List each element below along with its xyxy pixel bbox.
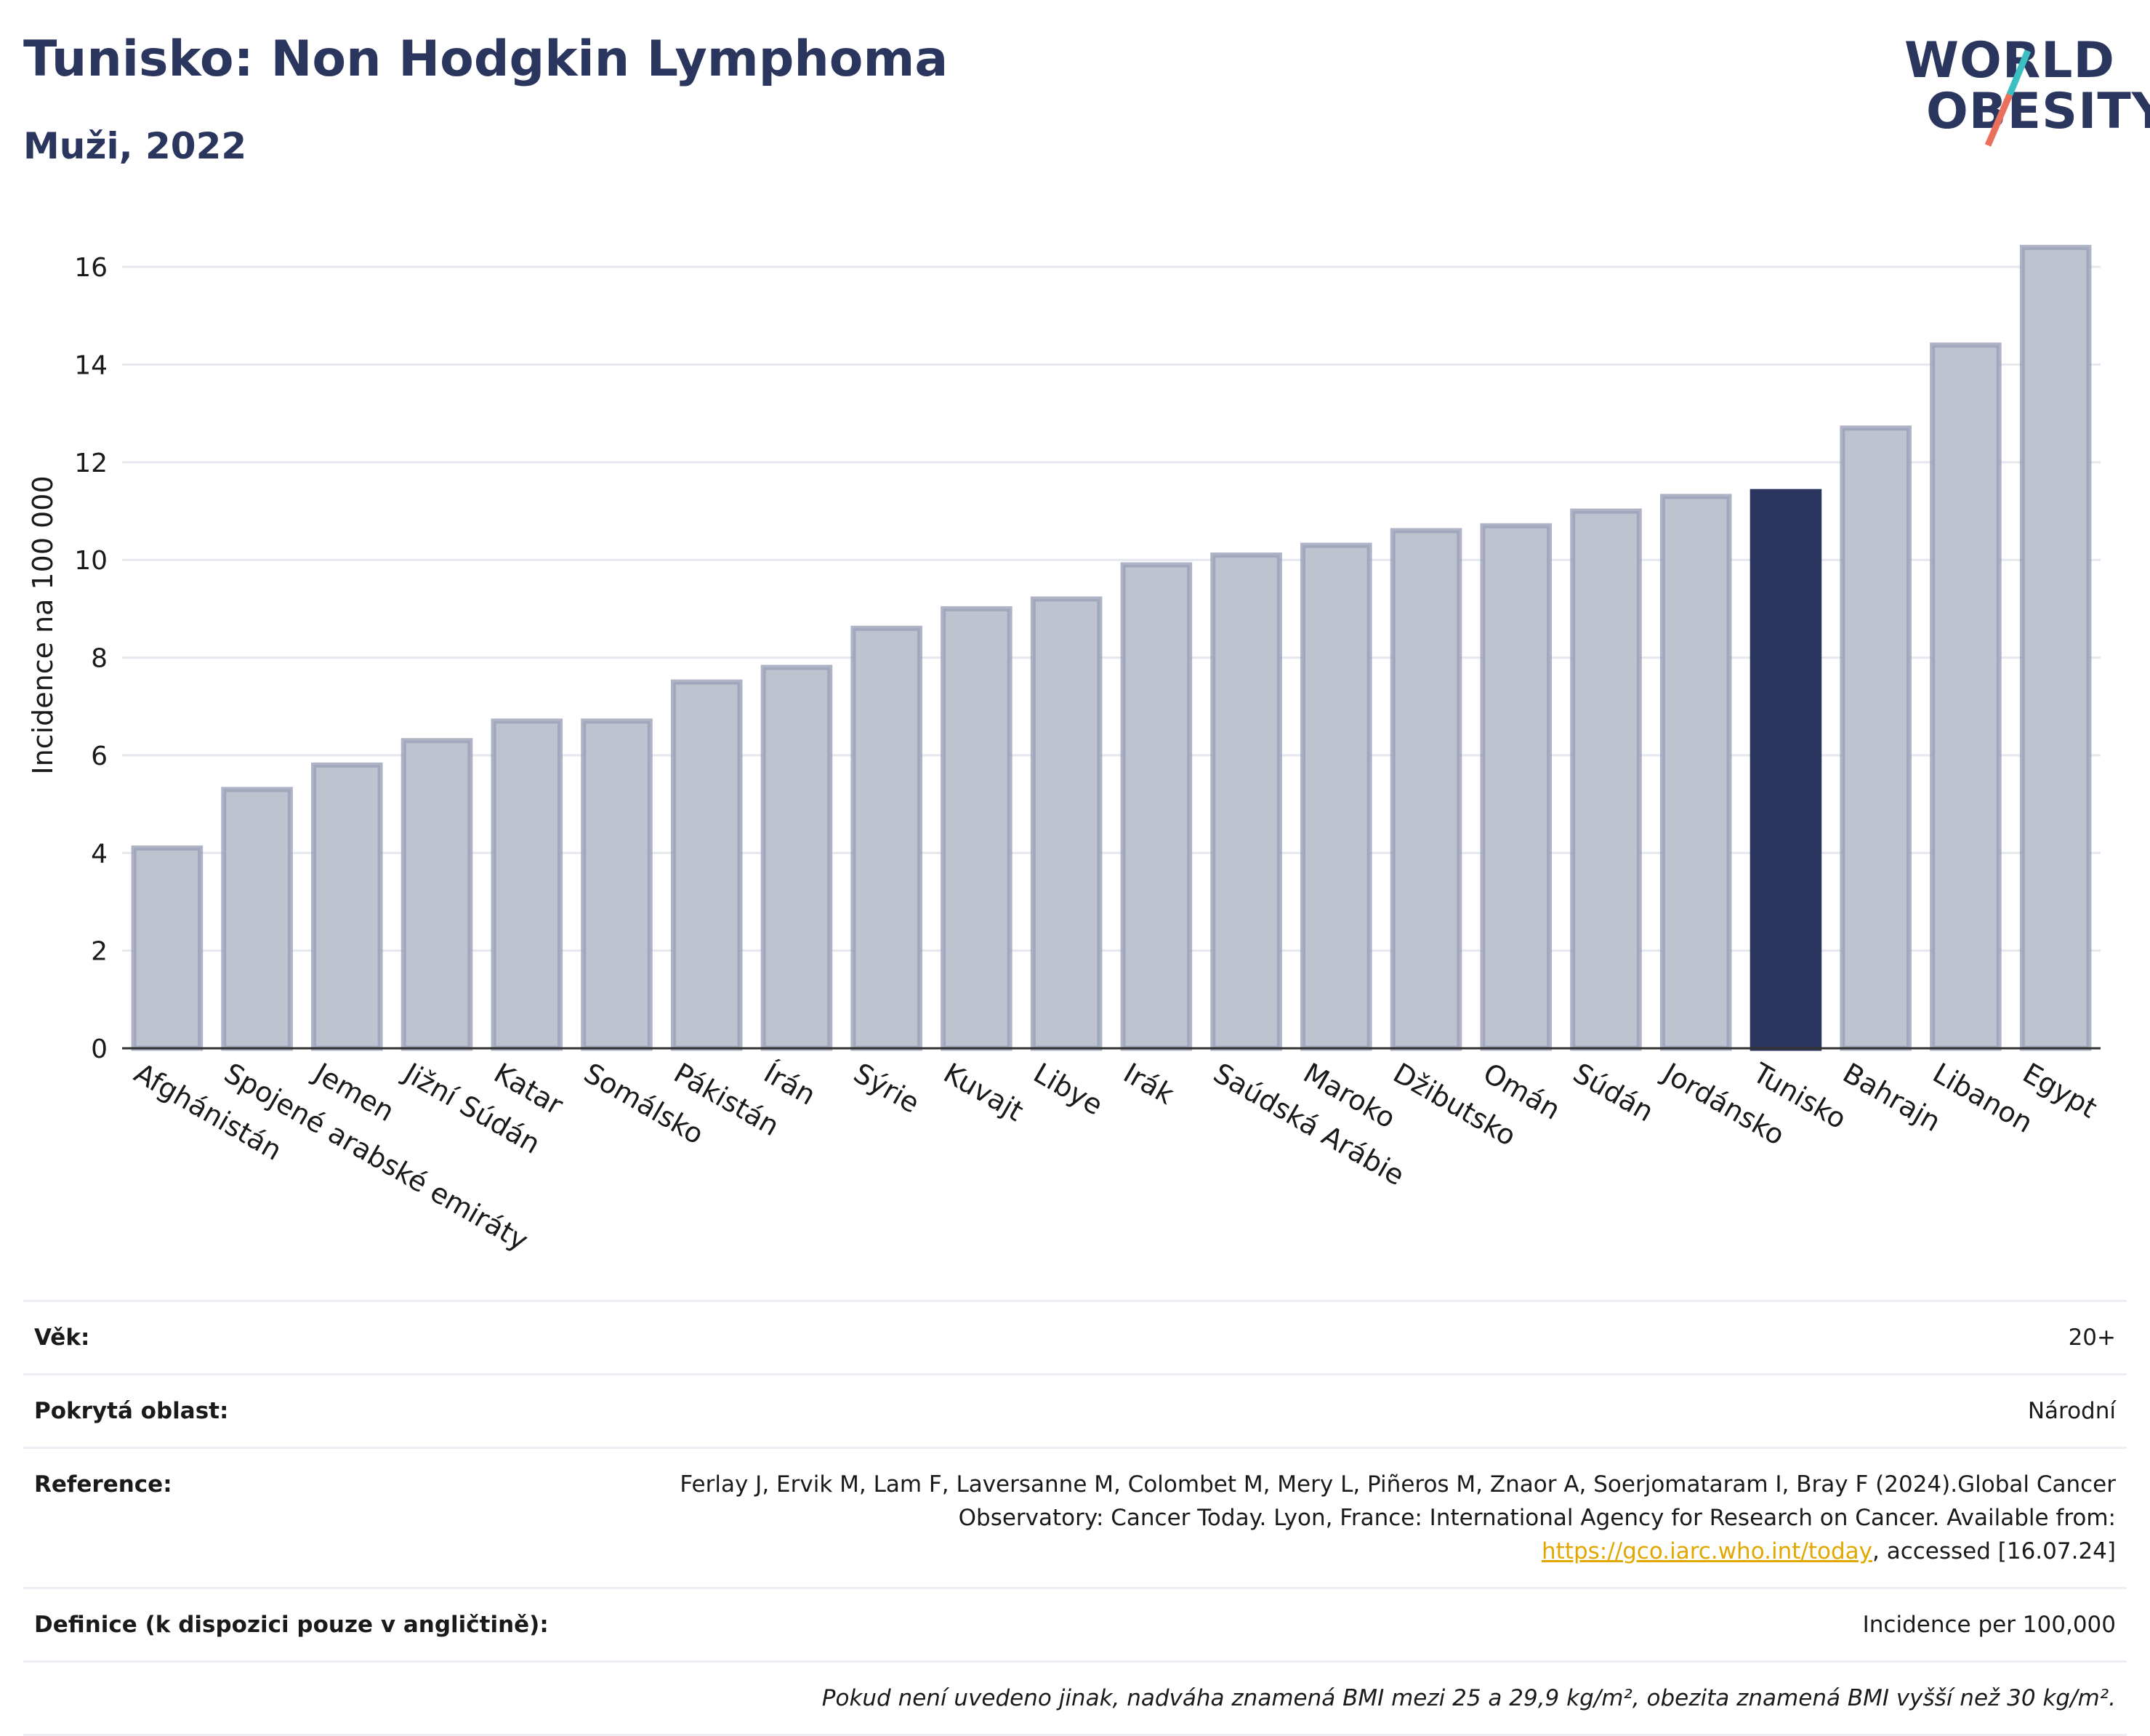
logo-line-1: WORLD [1904,32,2115,89]
definition-value: Incidence per 100,000 [1862,1612,2116,1638]
logo-line-2: OBESITY [1926,83,2150,140]
meta-row-reference: Reference: Ferlay J, Ervik M, Lam F, Lav… [23,1447,2127,1587]
bar-2[interactable] [311,762,383,1051]
x-tick-label: Bahrajn [1837,1057,1946,1138]
bar-9[interactable] [941,606,1012,1051]
bar-10[interactable] [1030,596,1103,1051]
area-value: Národní [2027,1398,2116,1424]
bar-13[interactable] [1300,542,1372,1051]
chart-subtitle: Muži, 2022 [23,125,247,167]
bar-16[interactable] [1570,508,1642,1051]
bar-21[interactable] [2019,244,2092,1051]
x-tick-label: Súdán [1568,1057,1659,1128]
world-obesity-logo: WORLD OBESITY [1890,32,2150,153]
bar-5[interactable] [581,718,653,1051]
bar-15[interactable] [1480,523,1553,1051]
bar-8[interactable] [850,625,922,1051]
bar-20[interactable] [1930,342,2002,1051]
bar-7[interactable] [760,664,833,1051]
bar-1[interactable] [221,787,293,1051]
x-tick-label: Libye [1028,1057,1108,1122]
metadata-table: Věk: 20+ Pokrytá oblast: Národní Referen… [23,1300,2127,1736]
reference-value: Ferlay J, Ervik M, Lam F, Laversanne M, … [626,1468,2116,1568]
y-tick-label: 12 [74,449,108,478]
chart-title: Tunisko: Non Hodgkin Lymphoma [23,31,949,88]
meta-row-age: Věk: 20+ [23,1300,2127,1373]
bar-6[interactable] [670,679,743,1051]
reference-accessed: , accessed [16.07.24] [1872,1538,2116,1564]
x-tick-label: Írán [758,1057,821,1112]
y-tick-label: 0 [91,1034,108,1064]
age-value: 20+ [2068,1325,2116,1351]
bar-18[interactable] [1750,489,1822,1051]
meta-row-area: Pokrytá oblast: Národní [23,1373,2127,1447]
bar-4[interactable] [491,718,563,1051]
y-tick-label: 6 [91,742,108,771]
y-tick-label: 10 [74,546,108,576]
y-tick-label: 8 [91,644,108,674]
y-axis-ticks: 0 2 4 6 8 10 12 14 16 [74,253,108,1064]
y-tick-label: 4 [91,839,108,869]
area-label: Pokrytá oblast: [34,1398,229,1424]
reference-link[interactable]: https://gco.iarc.who.int/today [1542,1538,1872,1564]
bar-17[interactable] [1659,494,1732,1051]
reference-text: Ferlay J, Ervik M, Lam F, Laversanne M, … [680,1471,2116,1531]
meta-row-note: Pokud není uvedeno jinak, nadváha znamen… [23,1660,2127,1736]
age-label: Věk: [34,1325,90,1351]
bar-11[interactable] [1120,562,1193,1051]
x-tick-label: Libanon [1928,1057,2038,1139]
y-tick-label: 14 [74,351,108,381]
bars [131,244,2092,1051]
bar-0[interactable] [131,845,204,1051]
y-tick-label: 16 [74,253,108,283]
definition-label: Definice (k dispozici pouze v angličtině… [34,1612,549,1638]
y-axis-label: Incidence na 100 000 [27,475,59,774]
bar-19[interactable] [1840,425,1912,1051]
x-tick-label: Sýrie [848,1057,925,1120]
y-tick-label: 2 [91,937,108,967]
x-tick-label: Irák [1118,1057,1179,1111]
bar-12[interactable] [1210,552,1282,1051]
reference-label: Reference: [34,1471,172,1498]
x-tick-label: Kuvajt [938,1057,1028,1128]
logo-slash-icon [1984,49,2032,147]
bmi-note: Pokud není uvedeno jinak, nadváha znamen… [821,1685,2116,1711]
bar-3[interactable] [400,738,473,1051]
bar-14[interactable] [1390,528,1462,1051]
meta-row-definition: Definice (k dispozici pouze v angličtině… [23,1587,2127,1660]
